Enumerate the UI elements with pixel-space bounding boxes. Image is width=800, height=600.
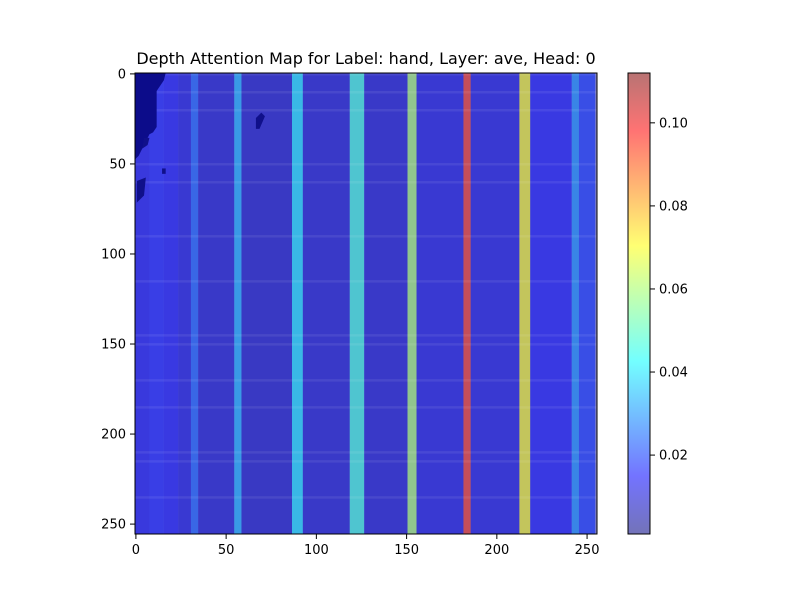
x-tick-label: 100: [304, 543, 329, 558]
x-tick-label: 50: [218, 543, 235, 558]
x-tick-label: 200: [484, 543, 509, 558]
colorbar-fill: [628, 73, 650, 534]
heatmap-row-texture: [135, 496, 597, 499]
colorbar-tick-label: 0.10: [659, 116, 688, 131]
heatmap-row-texture: [135, 109, 597, 112]
colorbar-tick-label: 0.02: [659, 449, 688, 464]
heatmap-column-band: [302, 73, 350, 534]
heatmap-column-band: [178, 73, 191, 534]
heatmap-row-texture: [135, 460, 597, 463]
heatmap-column-band: [364, 73, 408, 534]
heatmap-row-texture: [135, 334, 597, 337]
heatmap-column-band: [190, 73, 199, 534]
y-tick-label: 50: [109, 157, 126, 172]
y-axis: 0 50 100 150 200 250: [101, 67, 135, 533]
heatmap-row-texture: [135, 73, 597, 76]
heatmap-column-band: [578, 73, 596, 534]
heatmap-column-band: [416, 73, 464, 534]
colorbar: 0.02 0.04 0.06 0.08 0.10: [627, 72, 688, 535]
heatmap-low-speck: [255, 112, 265, 129]
colorbar-tick-label: 0.04: [659, 366, 688, 381]
heatmap-column-band: [519, 73, 531, 534]
heatmap-column-band: [571, 73, 579, 534]
heatmap-row-texture: [135, 163, 597, 166]
heatmap-column-band: [241, 73, 293, 534]
heatmap-column-band: [234, 73, 242, 534]
y-tick-label: 100: [101, 247, 126, 262]
y-tick-label: 200: [101, 428, 126, 443]
heatmap-column-band: [198, 73, 235, 534]
heatmap-row-texture: [135, 406, 597, 409]
colorbar-tick-label: 0.08: [659, 199, 688, 214]
y-tick-label: 0: [118, 67, 126, 82]
heatmap-row-texture: [135, 235, 597, 238]
heatmap-low-speck: [162, 168, 166, 174]
x-axis: 0 50 100 150 200 250: [132, 534, 600, 558]
chart-title: Depth Attention Map for Label: hand, Lay…: [136, 49, 595, 68]
colorbar-frame: [627, 72, 651, 535]
heatmap-column-band: [349, 73, 365, 534]
heatmap-column-band: [470, 73, 520, 534]
colorbar-tick-label: 0.06: [659, 282, 688, 297]
y-tick-label: 150: [101, 338, 126, 353]
heatmap-row-texture: [135, 91, 597, 94]
heatmap-row-texture: [135, 280, 597, 283]
y-tick-label: 250: [101, 518, 126, 533]
heatmap-low-speck: [136, 177, 146, 203]
heatmap-low-region: [135, 73, 166, 160]
plot-frame: [134, 72, 598, 535]
heatmap-column-band: [292, 73, 303, 534]
x-tick-label: 150: [394, 543, 419, 558]
x-tick-label: 250: [575, 543, 600, 558]
heatmap-row-texture: [135, 343, 597, 346]
heatmap-row-texture: [135, 181, 597, 184]
colorbar-ticks: 0.02 0.04 0.06 0.08 0.10: [650, 116, 688, 464]
heatmap-row-texture: [135, 451, 597, 454]
heatmap-low-speck: [142, 137, 150, 149]
heatmap-plot: [135, 73, 597, 534]
x-tick-label: 0: [132, 543, 140, 558]
heatmap-column-band: [149, 73, 164, 534]
heatmap-column-band: [407, 73, 417, 534]
heatmap-row-texture: [135, 379, 597, 382]
heatmap-column-band: [163, 73, 179, 534]
heatmap-column-band: [463, 73, 471, 534]
heatmap-column-band: [530, 73, 572, 534]
